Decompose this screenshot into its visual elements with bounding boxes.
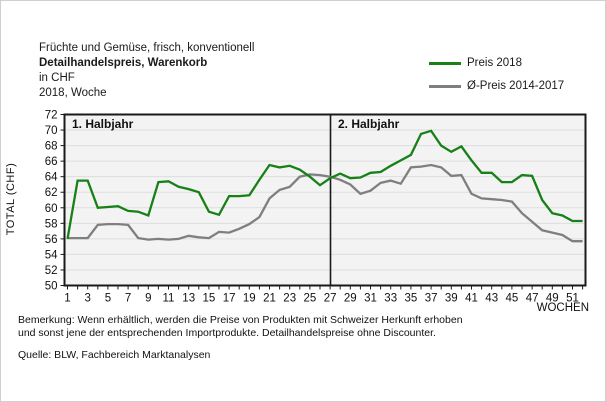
x-tick-label: 51 [566,293,579,305]
x-tick-label: 25 [304,293,317,305]
x-tick-label: 1 [64,293,70,305]
y-tick-label: 56 [45,234,58,246]
plot-border [63,113,587,287]
x-axis-title: WOCHEN [536,302,589,314]
source-text: Quelle: BLW, Fachbereich Marktanalysen [18,349,211,361]
annotation-second-half-year: 2. Halbjahr [338,117,400,131]
x-tick-label: 41 [465,293,478,305]
remark-line-2: und sonst jene der entsprechenden Import… [18,326,436,339]
x-tick-label: 23 [283,293,296,305]
x-tick-label: 49 [546,293,559,305]
x-tick-label: 5 [105,293,111,305]
remark-text: Bemerkung: Wenn erhältlich, werden die P… [18,314,463,339]
chart-title-block: Früchte und Gemüse, frisch, konventionel… [39,41,254,101]
legend-line-gray-icon [429,84,461,88]
legend-item-preis-2018: Preis 2018 [429,55,564,71]
x-tick-label: 11 [163,293,175,305]
y-tick-label: 68 [45,141,58,153]
legend-line-green-icon [429,61,461,65]
remark-line-1: Bemerkung: Wenn erhältlich, werden die P… [18,314,463,326]
x-tick-label: 39 [445,293,458,305]
y-tick-label: 72 [45,110,58,122]
x-tick-label: 19 [243,293,256,305]
x-tick-label: 45 [506,293,519,305]
title-line-3: in CHF [39,72,75,84]
y-tick-label: 58 [45,218,58,230]
series-line-avg-2014-2017 [67,163,583,243]
x-tick-label: 15 [203,293,216,305]
x-tick-label: 17 [223,293,236,305]
legend-label: Ø-Preis 2014-2017 [467,80,565,92]
y-tick-label: 60 [45,203,58,215]
x-tick-label: 35 [405,293,418,305]
legend-label: Preis 2018 [467,57,522,69]
y-tick-label: 62 [45,187,58,199]
x-tick-label: 3 [84,293,90,305]
x-tick-label: 47 [526,293,539,305]
title-line-4: 2018, Woche [39,87,107,99]
title-line-2: Detailhandelspreis, Warenkorb [39,57,208,69]
series-line-preis-2018 [66,129,583,240]
chart-legend: Preis 2018 Ø-Preis 2014-2017 [429,55,564,101]
x-tick-label: 31 [364,293,377,305]
x-tick-label: 29 [344,293,357,305]
y-tick-label: 64 [45,172,58,184]
x-tick-label: 33 [384,293,397,305]
y-tick-label: 66 [45,156,58,168]
y-tick-label: 50 [45,281,58,293]
y-axis-title: TOTAL (CHF) [5,162,17,236]
x-tick-label: 13 [182,293,195,305]
legend-item-avg-preis: Ø-Preis 2014-2017 [429,78,564,94]
y-tick-label: 70 [45,125,58,137]
x-tick-label: 21 [263,293,276,305]
y-tick-label: 52 [45,265,58,277]
x-tick-label: 7 [125,293,131,305]
x-tick-label: 9 [145,293,151,305]
x-tick-label: 37 [425,293,438,305]
x-tick-label: 43 [485,293,498,305]
y-tick-label: 54 [45,249,58,261]
annotation-first-half-year: 1. Halbjahr [72,117,134,131]
x-tick-label: 27 [324,293,337,305]
title-line-1: Früchte und Gemüse, frisch, konventionel… [39,42,255,54]
